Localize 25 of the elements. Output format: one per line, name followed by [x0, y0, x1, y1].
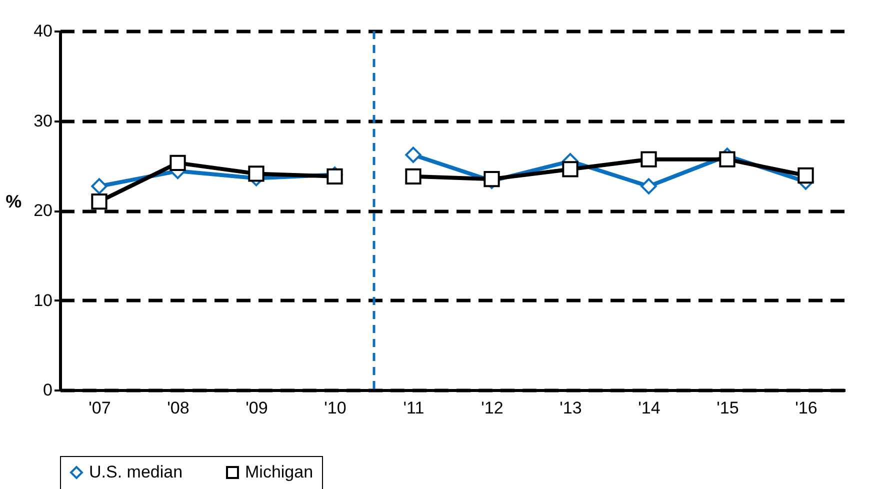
point [405, 168, 422, 184]
x-tick-label: '09 [246, 398, 268, 418]
x-tick-label: '15 [716, 398, 739, 418]
x-tick-label: '10 [324, 398, 346, 418]
x-tick-label: '07 [88, 398, 111, 418]
y-tick-label: 0 [43, 380, 52, 400]
legend-label: Michigan [245, 462, 314, 482]
point [719, 151, 736, 168]
point [640, 178, 657, 194]
x-tick-label: '11 [403, 398, 424, 418]
y-tick-label: 20 [34, 201, 52, 220]
x-tick-label: '13 [560, 398, 582, 418]
point [405, 146, 422, 163]
x-tick-label: '12 [481, 398, 504, 418]
legend-label: U.S. median [89, 462, 183, 482]
x-tick-label: '16 [795, 398, 818, 418]
x-tick-label: '08 [167, 398, 190, 418]
point [798, 167, 814, 184]
x-tick-label: '14 [638, 398, 660, 418]
y-tick-label: 10 [34, 290, 52, 310]
y-tick-label: 30 [34, 111, 52, 130]
point [562, 161, 578, 178]
y-tick-label: 40 [34, 22, 52, 40]
point [640, 151, 657, 168]
y-axis-title: % [6, 192, 22, 212]
